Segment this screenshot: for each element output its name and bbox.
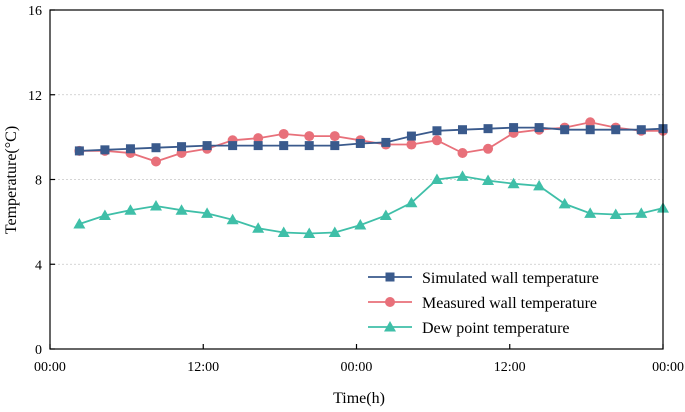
data-point [560, 125, 570, 135]
legend-entry: Measured wall temperature [368, 295, 597, 312]
legend: Simulated wall temperature Measured wall … [368, 270, 599, 337]
data-point [430, 173, 443, 184]
x-tick-label: 00:00 [652, 360, 684, 375]
data-point [73, 217, 86, 229]
y-tick-label: 16 [28, 4, 42, 19]
data-point [635, 207, 648, 218]
x-tick-label: 00:00 [34, 360, 66, 375]
data-point [202, 141, 212, 151]
data-point [98, 209, 111, 221]
data-point [74, 146, 84, 156]
x-tick-label: 00:00 [341, 360, 373, 375]
data-point [226, 213, 239, 225]
data-point [482, 174, 495, 186]
series-1 [74, 123, 668, 156]
legend-label: Dew point temperature [422, 320, 570, 337]
data-point [277, 226, 290, 237]
legend-marker [385, 272, 395, 282]
data-point [151, 143, 161, 153]
legend-entry: Dew point temperature [368, 320, 570, 337]
series-2 [74, 117, 668, 167]
legend-marker [384, 321, 396, 332]
legend-label: Simulated wall temperature [422, 270, 599, 287]
data-point [328, 226, 341, 237]
data-point [456, 170, 469, 181]
gridlines [50, 94, 663, 265]
data-point [100, 145, 110, 155]
data-point [149, 199, 162, 211]
data-point [304, 141, 314, 151]
data-point [483, 124, 493, 134]
x-tick-label: 12:00 [187, 360, 219, 375]
data-point [201, 207, 214, 218]
data-point [509, 123, 519, 133]
data-point [228, 141, 238, 151]
data-point [585, 117, 596, 128]
data-point [253, 141, 263, 151]
data-point [329, 131, 340, 142]
data-point [355, 138, 365, 148]
data-point [150, 156, 161, 167]
x-tick-label: 12:00 [494, 360, 526, 375]
data-point [457, 148, 468, 159]
y-tick-label: 8 [35, 174, 42, 189]
data-point [432, 126, 442, 136]
data-point [609, 208, 622, 219]
data-point [611, 125, 621, 135]
data-point [253, 133, 264, 144]
data-point [406, 139, 417, 150]
data-point [175, 204, 188, 215]
data-point [252, 222, 265, 233]
data-point [431, 135, 442, 146]
y-tick-label: 0 [35, 343, 42, 358]
legend-entry: Simulated wall temperature [368, 270, 599, 287]
legend-marker [385, 297, 395, 307]
data-point [534, 123, 544, 133]
data-point [636, 125, 646, 135]
series-line [79, 121, 663, 163]
y-tick-label: 12 [28, 89, 42, 104]
series-3 [73, 170, 669, 239]
axis-ticks: 0 4 8 12 16 00:00 12:00 00:00 12:00 00:00 [28, 4, 684, 375]
data-point [278, 128, 289, 139]
data-point [585, 125, 595, 135]
data-point [483, 143, 494, 154]
data-point [303, 227, 316, 239]
data-point [457, 125, 467, 135]
data-point [125, 144, 135, 154]
data-point [381, 137, 391, 147]
data-point [533, 179, 546, 191]
data-point [406, 131, 416, 141]
data-point [354, 219, 367, 230]
data-point [279, 141, 289, 151]
legend-label: Measured wall temperature [422, 295, 597, 312]
y-tick-label: 4 [35, 258, 42, 273]
series-group [73, 117, 669, 239]
data-point [177, 142, 187, 152]
data-point [304, 131, 315, 142]
data-point [379, 209, 392, 221]
data-point [330, 141, 340, 151]
data-point [405, 196, 418, 208]
y-axis-title: Temperature(°C) [3, 126, 20, 234]
data-point [584, 207, 597, 218]
x-axis-title: Time(h) [333, 390, 385, 407]
series-line [79, 175, 664, 235]
series-line [79, 126, 664, 152]
data-point [507, 177, 520, 189]
data-point [558, 197, 571, 209]
data-point [124, 204, 137, 215]
